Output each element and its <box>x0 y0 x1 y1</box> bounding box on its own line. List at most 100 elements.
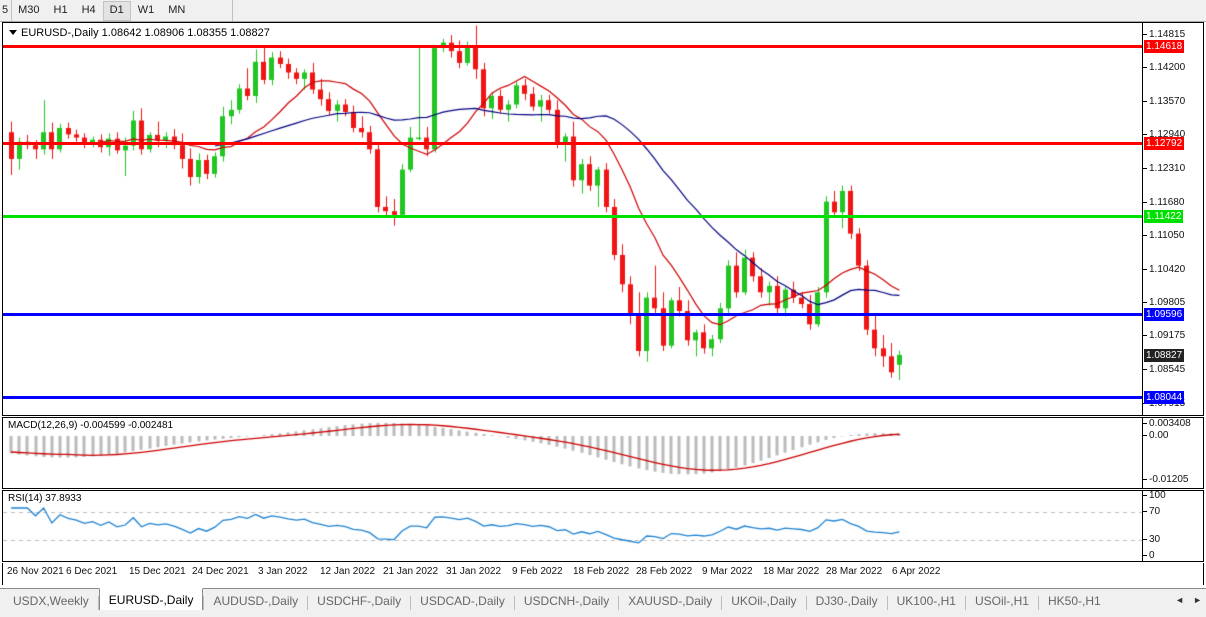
tab-separator <box>805 596 807 610</box>
timeframe-h4[interactable]: H4 <box>81 3 96 16</box>
tab-nav-buttons[interactable]: ◄ ► <box>1175 595 1202 605</box>
macd-panel[interactable]: MACD(12,26,9) -0.004599 -0.002481 0.0034… <box>2 417 1204 489</box>
timeframe-d1[interactable]: D1 <box>102 0 131 21</box>
price-level-label: 1.08827 <box>1144 348 1185 362</box>
price-tick: 1.14815 <box>1143 30 1185 41</box>
tab-separator <box>1037 596 1039 610</box>
chart-tab-bar: USDX,Weekly EURUSD-,Daily AUDUSD-,Daily USD… <box>0 588 1206 617</box>
symbol-info-label: EURUSD-,Daily 1.08642 1.08906 1.08355 1.… <box>9 27 270 39</box>
level-line-1.08044[interactable] <box>3 395 1142 399</box>
date-tick-label: 21 Jan 2022 <box>383 566 439 577</box>
macd-tick: 0.003408 <box>1143 419 1191 430</box>
date-tick-label: 6 Dec 2021 <box>66 566 118 577</box>
tab-scroll-right-icon[interactable]: ► <box>1193 595 1202 605</box>
tab-separator <box>307 596 309 610</box>
level-line-1.11422[interactable] <box>3 215 1142 219</box>
rsi-tick: 70 <box>1143 507 1160 518</box>
price-level-label: 1.11422 <box>1144 210 1184 224</box>
rsi-tick: 30 <box>1143 535 1160 546</box>
price-tick: 1.10420 <box>1143 264 1185 276</box>
chart-tab-uk100-h1[interactable]: UK100-,H1 <box>896 594 956 608</box>
chart-tab-audusd-daily[interactable]: AUDUSD-,Daily <box>213 594 299 608</box>
symbol-ohlc-text: EURUSD-,Daily 1.08642 1.08906 1.08355 1.… <box>21 27 270 39</box>
price-tick: 1.12940 <box>1143 130 1185 141</box>
tab-separator <box>97 596 99 610</box>
macd-plot-region[interactable] <box>3 418 1142 488</box>
price-level-label: 1.09596 <box>1144 307 1185 321</box>
timeframe-m30[interactable]: M30 <box>18 3 40 16</box>
price-tick: 1.14200 <box>1143 63 1185 74</box>
chart-tab-eurusd-daily[interactable]: EURUSD-,Daily <box>98 588 204 610</box>
chart-tab-usdchf-daily[interactable]: USDCHF-,Daily <box>317 594 402 608</box>
chart-tab-dj30-daily[interactable]: DJ30-,Daily <box>815 594 878 608</box>
rsi-panel[interactable]: RSI(14) 37.8933 100 70 30 0 <box>2 490 1204 562</box>
price-tick: 1.08545 <box>1143 364 1185 376</box>
chart-tab-usdcad-daily[interactable]: USDCAD-,Daily <box>420 594 505 608</box>
macd-canvas <box>3 418 1142 488</box>
timeframe-toolbar: 5 M30 H1 H4 D1 W1 MN <box>0 0 1206 22</box>
price-tick: 1.09805 <box>1143 297 1185 309</box>
date-tick-label: 28 Feb 2022 <box>636 566 693 577</box>
price-level-label: 1.14618 <box>1144 39 1185 53</box>
rsi-axis: 100 70 30 0 <box>1142 491 1203 561</box>
chart-tab-xauusd-daily[interactable]: XAUUSD-,Daily <box>628 594 713 608</box>
level-line-1.12792[interactable] <box>3 142 1142 146</box>
price-tick: 1.11680 <box>1143 197 1184 209</box>
macd-tick: 0.00 <box>1143 431 1168 442</box>
timeframe-5[interactable]: 5 <box>2 3 9 16</box>
triangle-down-icon[interactable] <box>9 29 17 35</box>
date-tick-label: 26 Nov 2021 <box>7 566 64 577</box>
tab-separator <box>964 596 966 610</box>
date-tick-label: 9 Mar 2022 <box>702 566 753 577</box>
chart-tab-usdcnh-daily[interactable]: USDCNH-,Daily <box>523 594 610 608</box>
tab-separator <box>618 596 620 610</box>
tab-separator <box>513 596 515 610</box>
price-tick: 1.11050 <box>1143 231 1184 242</box>
chart-area: EURUSD-,Daily 1.08642 1.08906 1.08355 1.… <box>0 22 1206 585</box>
macd-tick: -0.01205 <box>1143 475 1188 486</box>
tab-separator <box>203 596 205 610</box>
toolbar-divider-left <box>11 0 12 21</box>
macd-title: MACD(12,26,9) -0.004599 -0.002481 <box>8 420 174 431</box>
chart-tab-ukoil-daily[interactable]: UKOil-,Daily <box>731 594 797 608</box>
date-tick-label: 12 Jan 2022 <box>320 566 376 577</box>
rsi-title: RSI(14) 37.8933 <box>8 493 82 504</box>
rsi-tick: 0 <box>1143 551 1155 562</box>
tab-scroll-left-icon[interactable]: ◄ <box>1175 595 1185 605</box>
price-level-label: 1.08044 <box>1144 390 1185 404</box>
price-tick: 1.13570 <box>1143 96 1185 108</box>
chart-tab-usdx-weekly[interactable]: USDX,Weekly <box>13 594 89 608</box>
rsi-tick: 100 <box>1143 491 1166 502</box>
price-axis[interactable]: 1.14815 1.14200 1.13570 1.12940 1.12310 1.116… <box>1142 23 1203 415</box>
candlestick-canvas[interactable] <box>3 23 1142 415</box>
date-tick-label: 18 Mar 2022 <box>763 566 820 577</box>
date-tick-label: 9 Feb 2022 <box>512 566 563 577</box>
timeframe-w1[interactable]: W1 <box>137 3 155 16</box>
date-tick-label: 6 Apr 2022 <box>892 566 941 577</box>
toolbar-divider <box>232 0 233 21</box>
tab-separator <box>721 596 723 610</box>
date-tick-label: 31 Jan 2022 <box>446 566 502 577</box>
chart-tab-usoil-h1[interactable]: USOil-,H1 <box>974 594 1029 608</box>
date-tick-label: 28 Mar 2022 <box>826 566 883 577</box>
date-tick-label: 15 Dec 2021 <box>129 566 186 577</box>
date-axis[interactable]: 26 Nov 2021 6 Dec 2021 15 Dec 2021 24 Dec 2… <box>2 563 1204 585</box>
tab-separator <box>410 596 412 610</box>
rsi-plot-region[interactable] <box>3 491 1142 561</box>
date-tick-label: 24 Dec 2021 <box>192 566 249 577</box>
level-line-1.09596[interactable] <box>3 312 1142 316</box>
rsi-canvas <box>3 491 1142 561</box>
timeframe-h1[interactable]: H1 <box>53 3 68 16</box>
date-tick-label: 3 Jan 2022 <box>258 566 308 577</box>
macd-axis: 0.003408 0.00 -0.01205 <box>1142 418 1203 488</box>
level-line-1.14618[interactable] <box>3 44 1142 48</box>
price-panel[interactable]: EURUSD-,Daily 1.08642 1.08906 1.08355 1.… <box>2 22 1204 416</box>
price-tick: 1.09175 <box>1143 331 1185 342</box>
chart-tab-hk50-h1[interactable]: HK50-,H1 <box>1047 594 1101 608</box>
timeframe-mn[interactable]: MN <box>168 3 186 16</box>
price-plot-region[interactable] <box>3 23 1142 415</box>
chart-tab-list: USDX,Weekly EURUSD-,Daily AUDUSD-,Daily USD… <box>4 588 1110 617</box>
tab-separator <box>886 596 888 610</box>
date-tick-label: 18 Feb 2022 <box>573 566 630 577</box>
timeframe-button-group: 5 M30 H1 H4 D1 W1 MN <box>0 0 192 21</box>
